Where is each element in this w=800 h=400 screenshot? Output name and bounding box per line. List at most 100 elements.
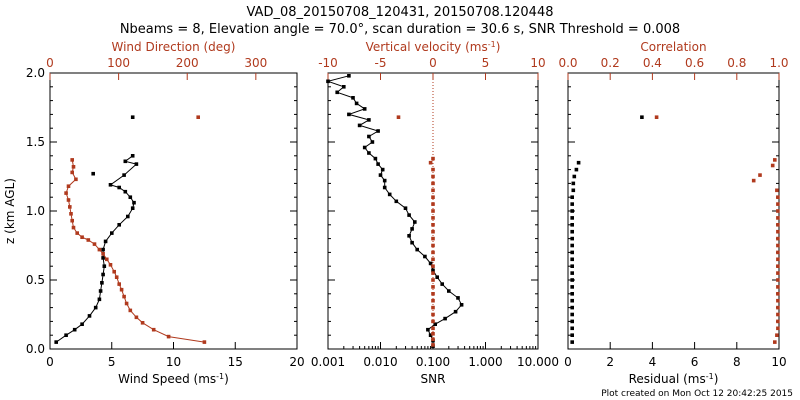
data-point (776, 326, 780, 331)
data-point (123, 159, 128, 164)
bottom-axis-label-text: Wind Speed (ms (118, 372, 216, 386)
data-point (64, 333, 68, 337)
data-point (570, 305, 574, 310)
data-point (426, 327, 430, 332)
data-point (431, 174, 435, 179)
top-tick-label: 0 (46, 56, 54, 70)
data-point (98, 289, 103, 293)
data-point (570, 223, 574, 227)
data-point (431, 257, 435, 262)
data-point (86, 238, 91, 242)
data-point (776, 305, 780, 310)
data-point (97, 297, 102, 302)
data-point (66, 184, 71, 188)
top-axis-label-text: Correlation (640, 40, 706, 54)
data-point (74, 177, 78, 182)
data-point (654, 115, 659, 119)
data-point (380, 167, 385, 172)
data-point (80, 322, 84, 326)
top-tick-label: 0.6 (685, 56, 704, 70)
data-point (775, 188, 779, 193)
data-point (570, 236, 574, 241)
y-tick-label: 1.5 (26, 135, 45, 149)
bottom-tick-label: 0 (564, 355, 572, 369)
data-point (570, 333, 574, 337)
data-point (68, 205, 72, 209)
data-point (776, 271, 780, 275)
data-point (431, 332, 435, 336)
bottom-axis-label-tail: ) (714, 372, 719, 386)
data-point (570, 340, 574, 344)
data-point (443, 316, 447, 321)
y-tick-label: 0.0 (26, 342, 45, 356)
data-point (97, 247, 102, 252)
data-point (431, 243, 435, 248)
data-point (770, 163, 775, 168)
top-tick-label: 0.2 (601, 56, 620, 70)
data-point (70, 158, 74, 162)
data-point (431, 202, 435, 206)
data-point (431, 292, 435, 296)
data-point (776, 250, 780, 255)
data-point (570, 202, 574, 206)
data-point (776, 298, 780, 303)
data-point (370, 140, 375, 144)
data-point (413, 220, 417, 224)
data-point (132, 200, 136, 205)
top-tick-label: 5 (482, 56, 490, 70)
data-point (70, 218, 74, 223)
top-axis-label-tail: ) (496, 40, 501, 54)
data-point (572, 174, 577, 179)
data-point (574, 167, 579, 172)
data-point (431, 229, 435, 234)
data-point (570, 278, 574, 282)
data-point (71, 165, 76, 169)
data-point (66, 198, 71, 202)
data-point (117, 185, 121, 190)
data-point (431, 278, 435, 282)
data-point (71, 225, 76, 230)
data-point (431, 195, 435, 199)
bottom-tick-label: 1.000 (468, 355, 502, 369)
data-point (357, 123, 362, 128)
data-point (431, 319, 435, 324)
data-point (122, 294, 126, 299)
data-point (431, 209, 435, 213)
top-axis-label-text: Vertical velocity (ms (366, 40, 488, 54)
data-point (431, 271, 435, 275)
data-point (347, 112, 351, 117)
data-point (130, 206, 135, 210)
data-point (103, 239, 108, 244)
data-point (775, 333, 779, 337)
data-point (100, 281, 104, 285)
data-point (373, 156, 378, 161)
data-point (431, 326, 435, 331)
data-point (69, 212, 73, 216)
data-point (394, 199, 399, 204)
bottom-axis-label-text: Residual (ms (629, 372, 706, 386)
data-point (776, 257, 780, 262)
bottom-tick-label: 0.001 (311, 355, 345, 369)
data-point (776, 195, 780, 199)
data-point (112, 269, 116, 274)
correlation-panel: 0 2 4 6 8 10 Residual (ms-1) 0.0 0.2 0.4 0.6 0.8 1.0… (558, 40, 788, 386)
bottom-axis-label: SNR (421, 372, 446, 386)
data-point (347, 74, 351, 78)
data-point (351, 96, 355, 100)
bottom-tick-label: 15 (228, 355, 243, 369)
bottom-tick-label: 20 (289, 355, 304, 369)
data-point (776, 278, 780, 282)
data-point (431, 305, 435, 310)
data-point (202, 340, 207, 344)
data-point (80, 235, 84, 239)
bottom-tick-label: 10.000 (517, 355, 559, 369)
data-point (570, 250, 574, 255)
wind-panel: 0.0 0.5 1.0 1.5 2.0 z (km AGL) 0 5 10 15 20 Wind Sp… (3, 40, 305, 386)
data-point (570, 292, 574, 296)
data-point (114, 275, 119, 279)
bottom-axis-label-text: SNR (421, 372, 446, 386)
data-point (119, 287, 124, 292)
bottom-axis-label-sup: -1 (706, 372, 714, 381)
